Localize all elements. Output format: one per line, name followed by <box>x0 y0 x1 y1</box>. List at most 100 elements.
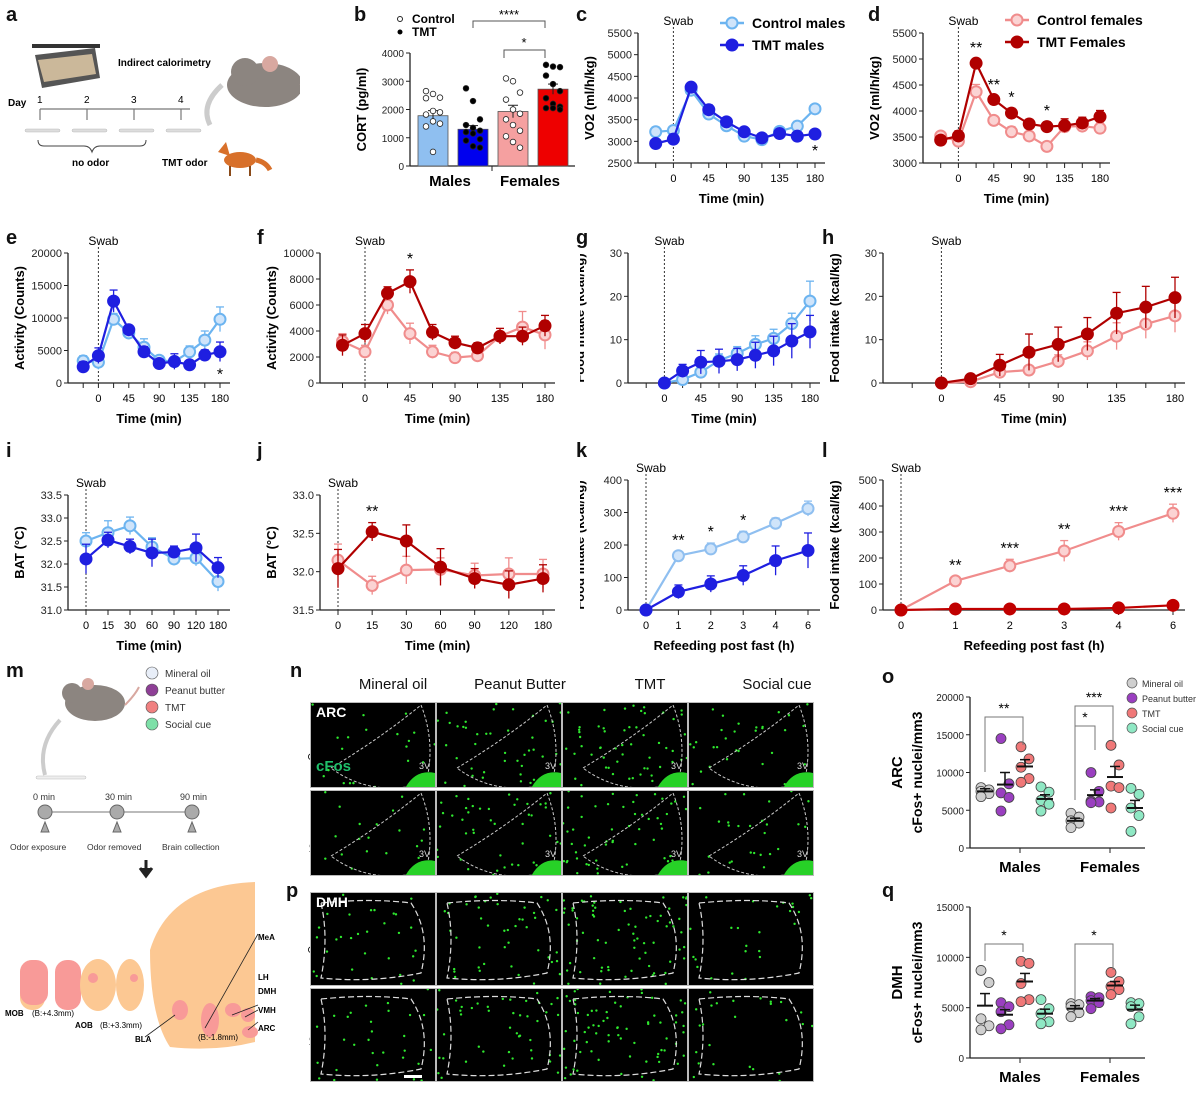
swab-label: Swab <box>88 234 118 248</box>
timeline-node <box>184 804 200 820</box>
region-label-dmh: DMH <box>316 894 348 910</box>
chart-j-bat-females: 31.5 32.0 32.5 33.0 BAT (°C) 0 15 30 60 90 120 180 T… <box>264 476 555 653</box>
data-point <box>542 94 550 102</box>
micrograph-dmh-female-mineral-oil <box>310 988 436 1082</box>
panel-label-c: c <box>576 4 588 26</box>
cfos-nucleus <box>467 811 470 814</box>
legend-marker <box>397 29 403 35</box>
panel-n-arc-micrographs: Mineral oil Peanut Butter TMT Social cue… <box>300 660 880 880</box>
cfos-nucleus <box>595 859 598 862</box>
micrograph-arc-male-social-cue: 3V <box>688 702 814 788</box>
cfos-nucleus <box>577 728 581 731</box>
tmt-odor-label: TMT odor <box>162 158 208 169</box>
cfos-nucleus <box>737 824 740 828</box>
data-point <box>399 563 413 577</box>
data-point <box>801 544 815 558</box>
data-point <box>657 376 671 390</box>
day-number: 4 <box>178 95 184 106</box>
cfos-nucleus <box>401 1056 405 1059</box>
data-point <box>101 533 115 547</box>
cfos-nucleus <box>335 938 338 941</box>
mouse-icon <box>227 56 326 107</box>
cfos-nucleus <box>312 970 315 973</box>
data-point <box>993 358 1007 372</box>
cfos-nucleus <box>327 768 330 772</box>
data-point <box>649 125 663 139</box>
cfos-nucleus <box>594 805 597 808</box>
x-tick-label: 135 <box>491 393 509 405</box>
data-point <box>1085 767 1097 778</box>
cfos-nucleus <box>639 709 643 713</box>
cfos-nucleus <box>472 831 475 835</box>
cfos-nucleus <box>697 1062 700 1065</box>
legend-swatch <box>1126 722 1138 734</box>
cfos-nucleus <box>635 793 638 797</box>
x-axis-title: Time (min) <box>691 411 757 426</box>
set-females-mineral-oil <box>1065 998 1085 1023</box>
y-tick-label: 31.5 <box>41 582 62 594</box>
data-point <box>436 120 444 127</box>
data-point <box>213 312 227 326</box>
dmh-outline <box>698 995 803 1077</box>
cfos-nucleus <box>685 896 687 899</box>
cfos-nucleus <box>503 759 507 763</box>
cfos-nucleus <box>464 832 468 835</box>
swab-label: Swab <box>663 14 693 28</box>
micrograph-arc-female-peanut-butter: 3V <box>436 790 562 876</box>
cfos-nucleus <box>474 742 477 746</box>
y-axis-region-title: ARC <box>889 756 906 789</box>
cfos-nucleus <box>417 1062 420 1065</box>
cfos-nucleus <box>315 936 319 939</box>
cfos-nucleus <box>349 1011 352 1014</box>
ventricle-wall <box>531 860 561 875</box>
micrograph-image <box>563 989 687 1081</box>
data-point <box>381 286 394 300</box>
cfos-nucleus <box>398 829 401 832</box>
cfos-nucleus <box>476 733 479 736</box>
cfos-nucleus <box>563 899 566 902</box>
timepoint-label: 30 min <box>105 792 132 802</box>
data-point <box>1139 300 1153 314</box>
cfos-nucleus <box>599 746 602 750</box>
y-tick-label: 5000 <box>942 1004 965 1015</box>
cfos-nucleus <box>597 725 600 728</box>
y-axis-title: BAT (°C) <box>12 526 27 579</box>
cfos-nucleus <box>453 975 457 979</box>
cfos-nucleus <box>776 847 780 851</box>
data-point <box>785 334 799 348</box>
cfos-nucleus <box>669 854 672 858</box>
x-tick-label: 90 <box>469 620 481 632</box>
data-point <box>426 325 439 339</box>
micrograph-arc-female-social-cue: 3V <box>688 790 814 876</box>
cfos-nucleus <box>689 743 692 746</box>
x-tick-label: 180 <box>534 620 552 632</box>
x-group-label: Males <box>999 859 1041 876</box>
cfos-nucleus <box>681 1011 684 1014</box>
legend-label: TMT <box>412 25 437 39</box>
cfos-nucleus <box>754 729 757 732</box>
cfos-nucleus <box>629 743 633 746</box>
y-tick-label: 20 <box>610 291 622 303</box>
cfos-nucleus <box>649 914 652 918</box>
significance-bracket <box>1074 725 1096 800</box>
y-tick-label: 32.0 <box>293 567 314 579</box>
data-point <box>91 349 105 363</box>
cfos-nucleus <box>349 936 353 940</box>
cfos-nucleus <box>672 717 675 721</box>
cfos-nucleus <box>579 1050 582 1054</box>
cfos-nucleus <box>712 746 715 749</box>
cfos-nucleus <box>523 906 526 909</box>
cfos-nucleus <box>464 1060 468 1063</box>
data-point <box>429 107 437 115</box>
cfos-nucleus <box>646 767 649 770</box>
data-point <box>476 127 484 134</box>
cfos-nucleus <box>665 812 669 816</box>
data-point <box>502 75 510 82</box>
legend-label: Social cue <box>165 720 212 731</box>
panel-label-q: q <box>882 880 895 902</box>
cfos-nucleus <box>809 897 813 900</box>
data-point <box>671 549 685 563</box>
stain-label-cfos: cFos <box>316 758 352 775</box>
cfos-nucleus <box>396 732 399 736</box>
cfos-nucleus <box>611 772 615 776</box>
